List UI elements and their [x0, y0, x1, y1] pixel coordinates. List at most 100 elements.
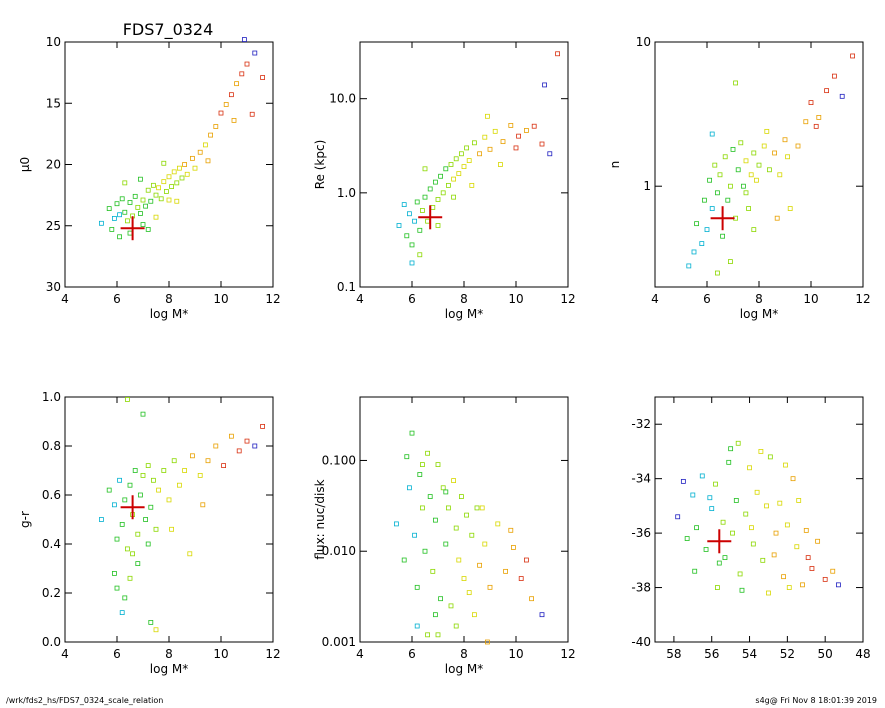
y-tick-label: 0.2	[42, 586, 61, 600]
data-point	[205, 458, 211, 464]
data-point	[482, 541, 488, 547]
data-point	[117, 212, 122, 218]
data-point	[772, 150, 777, 156]
data-point	[796, 498, 802, 503]
data-point	[404, 454, 410, 460]
data-point	[127, 200, 133, 205]
data-point	[815, 538, 821, 544]
data-point	[440, 485, 446, 491]
data-point	[161, 468, 167, 473]
data-point	[764, 503, 769, 509]
data-point	[130, 551, 136, 557]
y-tick-label: -32	[631, 417, 651, 431]
data-point	[427, 186, 433, 192]
data-point	[197, 149, 203, 155]
data-point	[713, 481, 718, 487]
data-point	[766, 590, 771, 596]
data-point	[122, 497, 128, 503]
data-point	[393, 521, 399, 527]
x-tick-label: 10	[803, 292, 818, 306]
data-point	[438, 596, 444, 602]
data-point	[228, 92, 234, 98]
data-point	[487, 146, 493, 152]
data-point	[726, 459, 732, 465]
x-tick-label: 10	[213, 292, 228, 306]
data-point	[427, 494, 433, 499]
data-point	[117, 477, 122, 483]
data-point	[518, 576, 524, 581]
data-point	[448, 603, 454, 609]
data-point	[161, 179, 167, 185]
y-tick-label: -40	[631, 635, 651, 649]
data-point	[443, 489, 449, 495]
data-point	[691, 249, 697, 255]
data-point	[741, 183, 746, 189]
data-point	[153, 526, 159, 532]
data-point	[709, 206, 715, 211]
data-point	[249, 111, 255, 117]
x-tick-label: 6	[703, 292, 711, 306]
data-point	[158, 196, 164, 202]
plot-frame	[654, 396, 864, 643]
data-point	[145, 187, 151, 193]
panel-6: 58 56 54 52 50 48 -32 -34 -36 -38 -40	[631, 396, 871, 661]
data-point	[510, 545, 516, 550]
data-point	[836, 582, 841, 588]
data-point	[213, 443, 219, 449]
data-point	[171, 458, 177, 464]
data-point	[174, 180, 180, 186]
data-point	[140, 472, 146, 478]
data-point	[529, 596, 534, 602]
plot-frame	[654, 41, 864, 288]
y-tick-label: 0.6	[42, 488, 61, 502]
data-point	[767, 167, 772, 173]
data-point	[451, 176, 457, 182]
x-axis-label: log M*	[740, 307, 778, 321]
y-tick-label: 30	[46, 280, 61, 294]
data-point	[466, 158, 472, 164]
data-point	[524, 557, 529, 563]
data-point	[785, 154, 790, 160]
y-tick-label: 15	[46, 96, 61, 110]
data-point	[184, 171, 190, 177]
data-point	[795, 143, 801, 149]
data-point	[461, 164, 467, 169]
footer-right: s4g@ Fri Nov 8 18:01:39 2019	[755, 696, 877, 705]
data-point	[127, 482, 133, 488]
data-point	[179, 175, 185, 181]
data-point	[239, 71, 245, 77]
data-point	[756, 162, 762, 168]
data-point	[156, 487, 162, 493]
y-tick-label: 1.0	[337, 186, 356, 200]
data-point	[145, 541, 151, 547]
data-point	[692, 568, 698, 574]
data-point	[122, 209, 128, 215]
x-tick-label: 12	[560, 292, 575, 306]
data-point	[735, 440, 741, 446]
data-point	[539, 612, 545, 618]
data-point	[409, 430, 415, 436]
data-point	[715, 270, 720, 276]
x-tick-label: 48	[855, 647, 870, 661]
data-point	[166, 497, 172, 503]
data-point	[539, 141, 545, 147]
data-point	[409, 260, 415, 266]
data-point	[137, 492, 143, 498]
data-point	[412, 532, 418, 538]
data-point	[440, 190, 446, 196]
data-point	[474, 505, 480, 511]
data-point	[137, 211, 143, 216]
x-axis-label: log M*	[150, 307, 188, 321]
data-point	[686, 263, 692, 269]
data-point	[782, 137, 788, 143]
x-tick-label: 10	[213, 647, 228, 661]
x-tick-label: 4	[61, 292, 69, 306]
data-point	[174, 198, 180, 204]
data-point	[508, 123, 514, 128]
x-tick-label: 6	[113, 292, 121, 306]
data-point	[137, 176, 143, 182]
data-point	[412, 218, 418, 224]
data-point	[451, 478, 457, 483]
data-point	[166, 174, 172, 180]
data-point	[555, 51, 560, 57]
